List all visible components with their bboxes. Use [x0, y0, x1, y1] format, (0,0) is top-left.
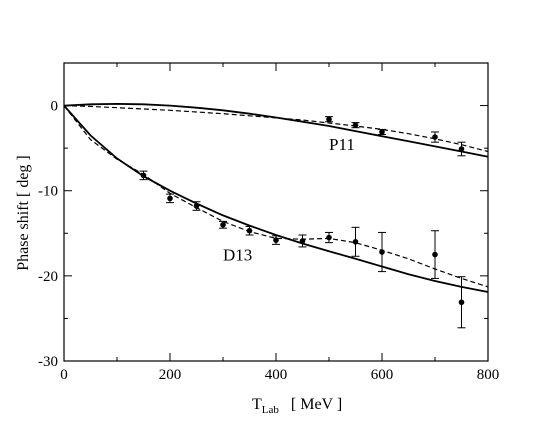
point-marker — [220, 221, 226, 228]
curves-layer — [63, 102, 489, 293]
data-point-8 — [351, 226, 360, 257]
point-marker — [140, 172, 147, 179]
plot-frame — [63, 62, 489, 362]
data-point-5 — [272, 235, 280, 245]
series-line-3 — [63, 105, 489, 288]
x-tick-label: 800 — [477, 367, 500, 383]
point-marker — [352, 122, 359, 128]
x-tick-label: 0 — [60, 367, 68, 383]
data-point-3 — [219, 220, 227, 229]
x-tick-label: 200 — [159, 367, 182, 383]
point-marker — [379, 249, 385, 255]
ticks-layer: 0 200 400 600 800 0 -10 -20 -30 — [38, 62, 500, 383]
point-marker — [193, 203, 200, 209]
series-line-1 — [63, 105, 489, 153]
x-axis-label-main: T — [252, 396, 262, 413]
data-point-4 — [245, 225, 254, 236]
data-point-9 — [378, 231, 386, 273]
y-tick-label: -20 — [38, 269, 58, 285]
data-point-0 — [139, 170, 148, 181]
y-tick-label: -30 — [38, 354, 58, 370]
data-point-2 — [192, 201, 201, 211]
data-point-11 — [457, 276, 466, 329]
point-marker — [246, 227, 253, 234]
data-point-16 — [457, 141, 466, 157]
point-marker — [458, 146, 465, 152]
data-point-13 — [351, 122, 360, 129]
point-marker — [326, 116, 332, 122]
x-axis-label: TLab [ MeV ] — [252, 396, 342, 416]
x-tick-label: 600 — [371, 367, 394, 383]
y-axis-label: Phase shift [ deg ] — [15, 155, 32, 271]
data-point-1 — [166, 193, 174, 204]
point-marker — [326, 234, 332, 241]
point-marker — [352, 239, 359, 245]
y-tick-label: -10 — [38, 184, 58, 200]
point-marker — [379, 129, 385, 135]
x-axis-label-unit: [ MeV ] — [291, 396, 342, 413]
x-tick-label: 400 — [265, 367, 288, 383]
point-marker — [432, 134, 438, 140]
data-point-15 — [431, 131, 439, 143]
data-points-layer — [139, 116, 466, 329]
data-point-7 — [325, 231, 333, 244]
point-marker — [458, 299, 465, 306]
x-axis-label-sub: Lab — [262, 404, 280, 416]
data-point-6 — [298, 234, 307, 248]
point-marker — [299, 238, 306, 244]
y-tick-label: 0 — [51, 99, 59, 115]
data-point-12 — [325, 116, 333, 123]
annotation-p11: P11 — [329, 135, 355, 154]
point-marker — [167, 195, 173, 202]
annotation-d13: D13 — [223, 246, 252, 265]
data-point-10 — [431, 230, 439, 279]
series-line-0 — [63, 102, 489, 158]
point-marker — [432, 251, 438, 258]
data-point-14 — [378, 128, 386, 136]
series-line-2 — [63, 105, 489, 293]
point-marker — [273, 237, 279, 243]
labels-layer: Phase shift [ deg ] TLab [ MeV ] P11 D13 — [15, 135, 355, 416]
